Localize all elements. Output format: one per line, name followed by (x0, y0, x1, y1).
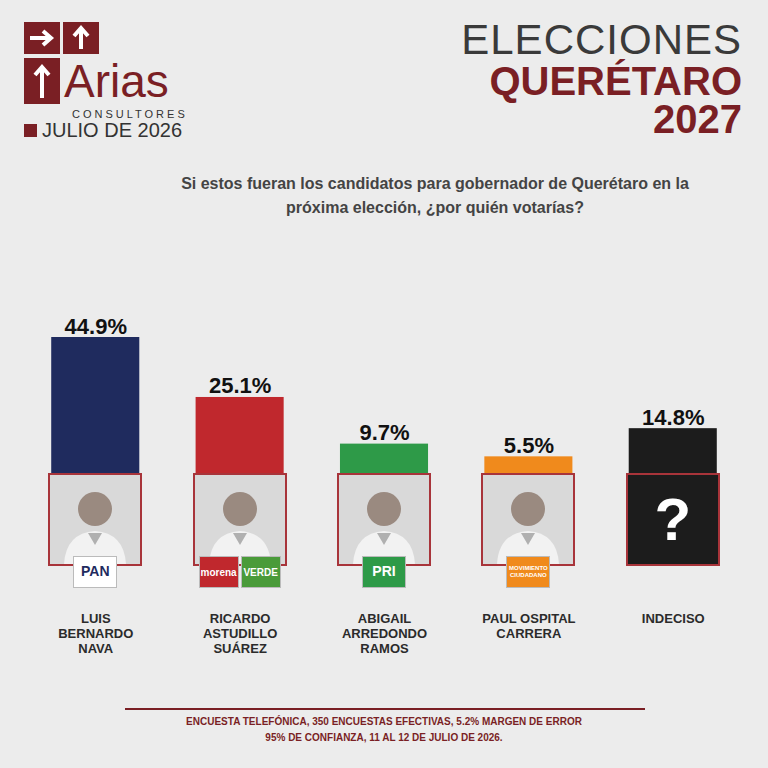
svg-text:ABIGAILARREDONDORAMOS: ABIGAILARREDONDORAMOS (342, 611, 427, 656)
svg-text:RICARDOASTUDILLOSUÁREZ: RICARDOASTUDILLOSUÁREZ (203, 611, 277, 656)
html-text:MOVIMIENTO CIUDADANO: MOVIMIENTO CIUDADANO (509, 565, 548, 578)
html-text:JULIO DE 2026: JULIO DE 2026 (42, 119, 183, 141)
html-text:ENCUESTA TELEFÓNICA, 350 ENCUE: ENCUESTA TELEFÓNICA, 350 ENCUESTAS EFECT… (186, 716, 582, 727)
svg-text:25.1%: 25.1% (209, 373, 271, 398)
html-text:2027: 2027 (653, 97, 742, 141)
html-text:VERDE: VERDE (243, 566, 278, 578)
svg-text:44.9%: 44.9% (65, 314, 127, 339)
html-text:ELECCIONES: ELECCIONES (461, 16, 742, 63)
html-text:PAN: PAN (81, 563, 110, 580)
svg-text:14.8%: 14.8% (642, 405, 704, 430)
html-text:QUERÉTARO: QUERÉTARO (489, 59, 742, 103)
html-text:95% DE CONFIANZA, 11 AL 12 DE: 95% DE CONFIANZA, 11 AL 12 DE JULIO DE 2… (265, 732, 503, 743)
svg-text:PAUL OSPITALCARRERA: PAUL OSPITALCARRERA (482, 611, 575, 641)
html-text:morena: morena (200, 566, 237, 578)
html-text:PRI: PRI (372, 563, 396, 580)
svg-text:LUISBERNARDONAVA: LUISBERNARDONAVA (58, 611, 133, 656)
svg-text:5.5%: 5.5% (504, 433, 554, 458)
svg-text:9.7%: 9.7% (359, 420, 409, 445)
svg-text:INDECISO: INDECISO (642, 611, 705, 626)
html-text:CONSULTORES: CONSULTORES (72, 108, 188, 120)
html-text:Si estos fueran los candidatos: Si estos fueran los candidatos para gobe… (181, 175, 689, 216)
html-text:Arias: Arias (64, 55, 169, 107)
